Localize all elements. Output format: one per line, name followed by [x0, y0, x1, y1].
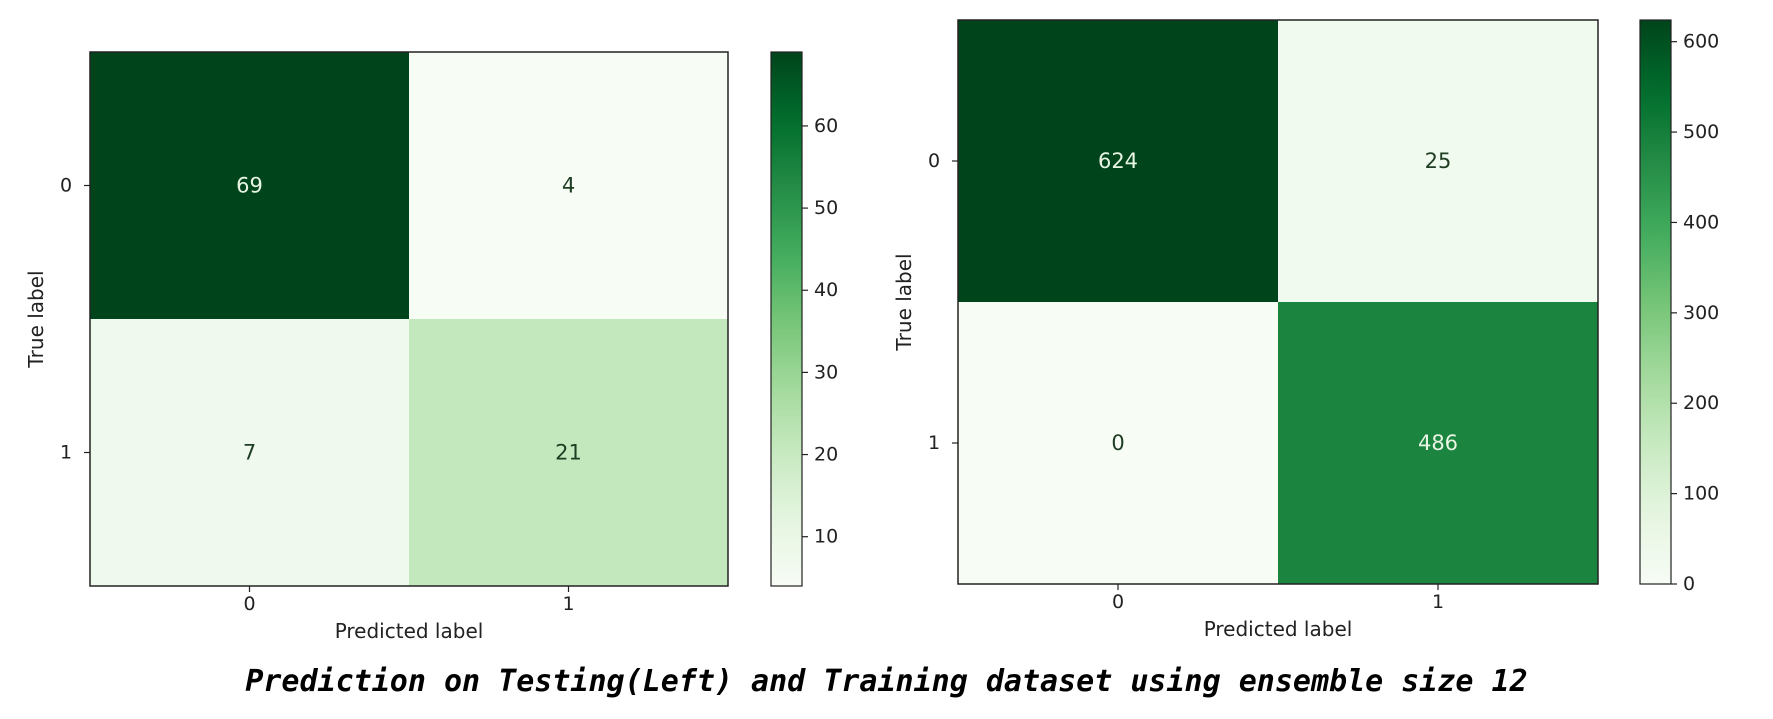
x-axis-label: Predicted label — [1204, 617, 1353, 641]
x-axis-label: Predicted label — [335, 619, 484, 643]
x-tick-label: 0 — [243, 593, 255, 615]
y-tick-label: 0 — [928, 150, 940, 172]
cell-value-label: 486 — [1418, 431, 1458, 455]
cell-value-label: 25 — [1425, 149, 1452, 173]
colorbar-tick-label: 0 — [1683, 573, 1695, 595]
matrix-frame — [957, 19, 1599, 585]
y-axis-label: True label — [24, 270, 48, 368]
cell-value-label: 4 — [562, 174, 575, 198]
cell-value-label: 69 — [236, 174, 263, 198]
colorbar-tick-label: 300 — [1683, 302, 1719, 324]
colorbar-tick-label: 500 — [1683, 121, 1719, 143]
colorbar — [770, 51, 803, 587]
colorbar-tick-label: 20 — [814, 444, 838, 466]
cell-value-label: 0 — [1111, 431, 1124, 455]
colorbar — [1639, 19, 1672, 585]
matrix-frame — [89, 51, 729, 587]
x-tick-label: 0 — [1112, 591, 1124, 613]
colorbar-tick-label: 600 — [1683, 31, 1719, 53]
colorbar-tick-label: 400 — [1683, 211, 1719, 233]
matrix-cell-r1-c1 — [1278, 302, 1598, 584]
cell-value-label: 21 — [555, 441, 582, 465]
y-tick-label: 1 — [928, 432, 940, 454]
cell-value-label: 624 — [1098, 149, 1138, 173]
matrix-cell-r0-c0 — [90, 52, 409, 319]
x-tick-label: 1 — [1432, 591, 1444, 613]
colorbar-tick-label: 30 — [814, 361, 838, 383]
matrix-cell-r0-c0 — [958, 20, 1278, 302]
cell-value-label: 7 — [243, 441, 256, 465]
colorbar-tick-label: 100 — [1683, 483, 1719, 505]
x-tick-label: 1 — [562, 593, 574, 615]
matrix-cell-r0-c1 — [1278, 20, 1598, 302]
colorbar-tick-label: 10 — [814, 526, 838, 548]
colorbar-tick-label: 50 — [814, 197, 838, 219]
colorbar-tick-label: 40 — [814, 279, 838, 301]
y-tick-label: 1 — [60, 442, 72, 464]
matrix-cell-r1-c0 — [90, 319, 409, 586]
matrix-cell-r0-c1 — [409, 52, 728, 319]
matrix-cell-r1-c0 — [958, 302, 1278, 584]
confusion-matrix-1: 624 25 0 486 0 1 0 1 Predicted label True label 0 1… — [892, 19, 1719, 641]
y-tick-label: 0 — [60, 175, 72, 197]
colorbar-tick-label: 60 — [814, 115, 838, 137]
matrix-cell-r1-c1 — [409, 319, 728, 586]
figure-caption: Prediction on Testing(Left) and Training… — [245, 664, 1528, 699]
y-axis-label: True label — [892, 253, 916, 351]
colorbar-tick-label: 200 — [1683, 392, 1719, 414]
